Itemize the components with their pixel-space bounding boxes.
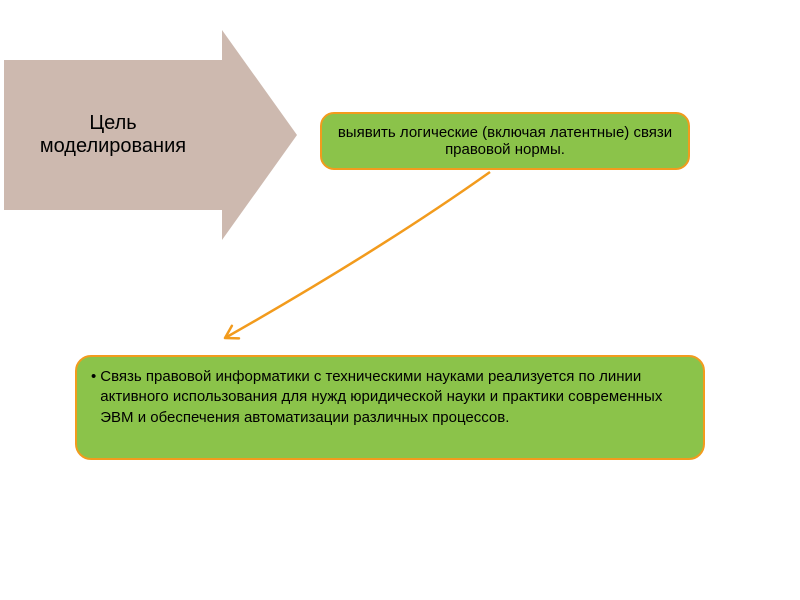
bullet: •	[91, 367, 96, 387]
description-box: • Связь правовой информатики с техническ…	[75, 355, 705, 460]
description-text: Связь правовой информатики с техническим…	[100, 367, 689, 428]
connector-arrow	[205, 152, 510, 358]
arrow-label: Цель моделирования	[4, 60, 222, 210]
